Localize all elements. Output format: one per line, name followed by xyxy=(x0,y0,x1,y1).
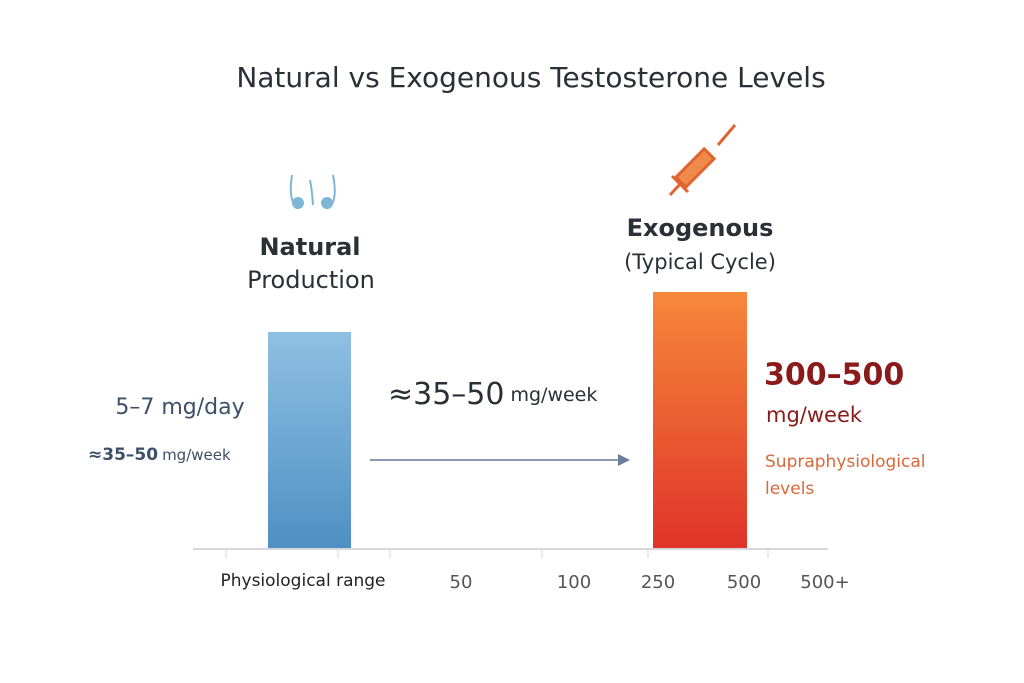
natural-icon xyxy=(289,174,336,209)
axis-label: 50 xyxy=(450,572,473,593)
exogenous-unit: mg/week xyxy=(766,403,863,427)
axis-label: 500 xyxy=(727,572,761,593)
axis-label: 100 xyxy=(557,572,591,593)
middle-unit: mg/week xyxy=(510,384,597,406)
syringe-icon xyxy=(668,124,737,197)
natural-label: Natural xyxy=(259,233,360,261)
title: Natural vs Exogenous Testosterone Levels xyxy=(236,61,825,94)
exogenous-sublabel: (Typical Cycle) xyxy=(624,250,776,274)
natural-bar xyxy=(268,332,351,548)
natural-weekly: ≈35–50 mg/week xyxy=(88,445,231,465)
natural-label: Production xyxy=(247,266,375,294)
exogenous-note: levels xyxy=(765,479,814,499)
natural-weekly-amount: ≈35–50 xyxy=(88,445,158,465)
exogenous-amount: 300–500 xyxy=(764,358,904,393)
exogenous-note: Supraphysiological xyxy=(765,452,926,472)
exogenous-bar xyxy=(653,292,747,548)
axis-label: 500+ xyxy=(800,572,849,593)
natural-daily: 5–7 mg/day xyxy=(115,395,244,420)
exogenous-label: Exogenous xyxy=(627,214,774,242)
natural-weekly-unit: mg/week xyxy=(162,446,231,464)
axis-ticks xyxy=(225,549,769,558)
middle-amount: ≈35–50 mg/week xyxy=(388,377,597,412)
middle-amount-value: ≈35–50 xyxy=(388,377,504,412)
arrow-head xyxy=(618,454,630,466)
axis-label: Physiological range xyxy=(220,571,385,591)
axis-label: 250 xyxy=(641,572,675,593)
